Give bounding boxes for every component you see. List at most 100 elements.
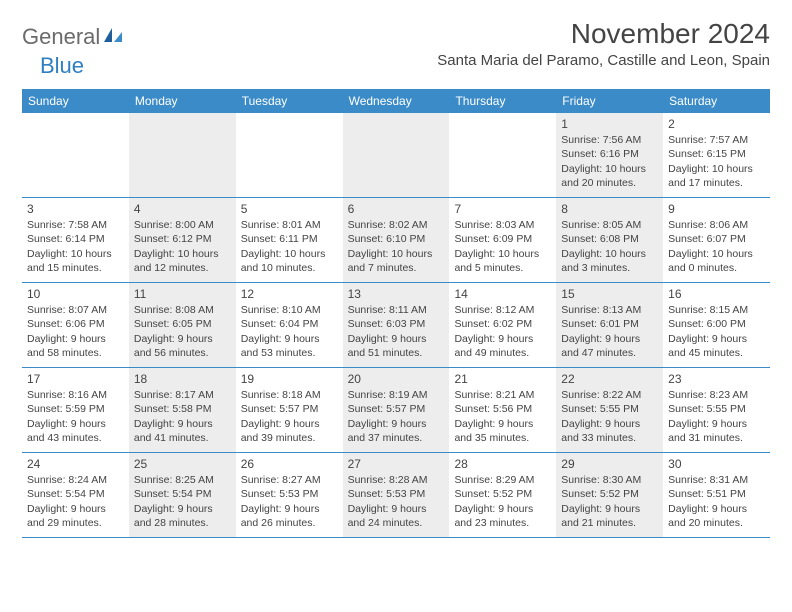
logo-text-blue: Blue (40, 53, 84, 79)
day-number: 13 (348, 286, 445, 302)
day-number: 4 (134, 201, 231, 217)
day-number: 16 (668, 286, 765, 302)
sunrise-text: Sunrise: 8:22 AM (561, 388, 658, 402)
day-cell: 12Sunrise: 8:10 AMSunset: 6:04 PMDayligh… (236, 283, 343, 367)
day-number: 8 (561, 201, 658, 217)
day-cell: 30Sunrise: 8:31 AMSunset: 5:51 PMDayligh… (663, 453, 770, 537)
sail-icon (102, 26, 124, 49)
daylight-text: Daylight: 9 hours and 33 minutes. (561, 417, 658, 445)
day-number: 1 (561, 116, 658, 132)
day-cell (22, 113, 129, 197)
sunrise-text: Sunrise: 7:56 AM (561, 133, 658, 147)
daylight-text: Daylight: 9 hours and 31 minutes. (668, 417, 765, 445)
daylight-text: Daylight: 10 hours and 3 minutes. (561, 247, 658, 275)
day-cell: 25Sunrise: 8:25 AMSunset: 5:54 PMDayligh… (129, 453, 236, 537)
daylight-text: Daylight: 10 hours and 20 minutes. (561, 162, 658, 190)
daylight-text: Daylight: 9 hours and 47 minutes. (561, 332, 658, 360)
day-cell: 21Sunrise: 8:21 AMSunset: 5:56 PMDayligh… (449, 368, 556, 452)
week-row: 24Sunrise: 8:24 AMSunset: 5:54 PMDayligh… (22, 453, 770, 538)
week-row: 10Sunrise: 8:07 AMSunset: 6:06 PMDayligh… (22, 283, 770, 368)
daylight-text: Daylight: 10 hours and 15 minutes. (27, 247, 124, 275)
day-cell: 16Sunrise: 8:15 AMSunset: 6:00 PMDayligh… (663, 283, 770, 367)
daylight-text: Daylight: 9 hours and 56 minutes. (134, 332, 231, 360)
weekday-thursday: Thursday (449, 89, 556, 113)
day-cell: 7Sunrise: 8:03 AMSunset: 6:09 PMDaylight… (449, 198, 556, 282)
sunrise-text: Sunrise: 8:11 AM (348, 303, 445, 317)
day-number: 30 (668, 456, 765, 472)
sunset-text: Sunset: 5:59 PM (27, 402, 124, 416)
daylight-text: Daylight: 9 hours and 58 minutes. (27, 332, 124, 360)
day-cell: 19Sunrise: 8:18 AMSunset: 5:57 PMDayligh… (236, 368, 343, 452)
sunset-text: Sunset: 5:55 PM (668, 402, 765, 416)
calendar: Sunday Monday Tuesday Wednesday Thursday… (22, 89, 770, 538)
sunset-text: Sunset: 6:16 PM (561, 147, 658, 161)
sunrise-text: Sunrise: 8:00 AM (134, 218, 231, 232)
sunrise-text: Sunrise: 8:17 AM (134, 388, 231, 402)
daylight-text: Daylight: 10 hours and 0 minutes. (668, 247, 765, 275)
logo: General (22, 24, 125, 50)
sunrise-text: Sunrise: 8:25 AM (134, 473, 231, 487)
sunset-text: Sunset: 6:01 PM (561, 317, 658, 331)
day-cell: 11Sunrise: 8:08 AMSunset: 6:05 PMDayligh… (129, 283, 236, 367)
sunrise-text: Sunrise: 8:07 AM (27, 303, 124, 317)
sunrise-text: Sunrise: 8:02 AM (348, 218, 445, 232)
sunrise-text: Sunrise: 7:57 AM (668, 133, 765, 147)
sunrise-text: Sunrise: 8:05 AM (561, 218, 658, 232)
weekday-friday: Friday (556, 89, 663, 113)
daylight-text: Daylight: 9 hours and 51 minutes. (348, 332, 445, 360)
sunrise-text: Sunrise: 8:31 AM (668, 473, 765, 487)
day-cell: 23Sunrise: 8:23 AMSunset: 5:55 PMDayligh… (663, 368, 770, 452)
daylight-text: Daylight: 9 hours and 21 minutes. (561, 502, 658, 530)
sunset-text: Sunset: 5:51 PM (668, 487, 765, 501)
day-number: 9 (668, 201, 765, 217)
sunset-text: Sunset: 6:00 PM (668, 317, 765, 331)
day-number: 17 (27, 371, 124, 387)
day-number: 29 (561, 456, 658, 472)
sunrise-text: Sunrise: 8:24 AM (27, 473, 124, 487)
weekday-wednesday: Wednesday (343, 89, 450, 113)
day-number: 6 (348, 201, 445, 217)
sunrise-text: Sunrise: 8:12 AM (454, 303, 551, 317)
day-number: 27 (348, 456, 445, 472)
day-number: 11 (134, 286, 231, 302)
day-cell: 6Sunrise: 8:02 AMSunset: 6:10 PMDaylight… (343, 198, 450, 282)
day-cell: 26Sunrise: 8:27 AMSunset: 5:53 PMDayligh… (236, 453, 343, 537)
daylight-text: Daylight: 9 hours and 24 minutes. (348, 502, 445, 530)
day-number: 18 (134, 371, 231, 387)
sunset-text: Sunset: 5:57 PM (348, 402, 445, 416)
sunrise-text: Sunrise: 8:23 AM (668, 388, 765, 402)
day-cell: 28Sunrise: 8:29 AMSunset: 5:52 PMDayligh… (449, 453, 556, 537)
day-number: 10 (27, 286, 124, 302)
daylight-text: Daylight: 9 hours and 39 minutes. (241, 417, 338, 445)
day-cell: 17Sunrise: 8:16 AMSunset: 5:59 PMDayligh… (22, 368, 129, 452)
day-cell (449, 113, 556, 197)
sunset-text: Sunset: 5:53 PM (348, 487, 445, 501)
daylight-text: Daylight: 9 hours and 23 minutes. (454, 502, 551, 530)
sunrise-text: Sunrise: 8:10 AM (241, 303, 338, 317)
day-number: 22 (561, 371, 658, 387)
weekday-sunday: Sunday (22, 89, 129, 113)
sunset-text: Sunset: 6:10 PM (348, 232, 445, 246)
week-row: 17Sunrise: 8:16 AMSunset: 5:59 PMDayligh… (22, 368, 770, 453)
day-cell: 22Sunrise: 8:22 AMSunset: 5:55 PMDayligh… (556, 368, 663, 452)
day-cell: 14Sunrise: 8:12 AMSunset: 6:02 PMDayligh… (449, 283, 556, 367)
daylight-text: Daylight: 9 hours and 41 minutes. (134, 417, 231, 445)
sunset-text: Sunset: 5:54 PM (134, 487, 231, 501)
daylight-text: Daylight: 10 hours and 7 minutes. (348, 247, 445, 275)
sunset-text: Sunset: 5:57 PM (241, 402, 338, 416)
title-block: November 2024 Santa Maria del Paramo, Ca… (437, 18, 770, 69)
day-cell: 13Sunrise: 8:11 AMSunset: 6:03 PMDayligh… (343, 283, 450, 367)
day-number: 19 (241, 371, 338, 387)
sunset-text: Sunset: 6:14 PM (27, 232, 124, 246)
location-text: Santa Maria del Paramo, Castille and Leo… (437, 52, 770, 69)
daylight-text: Daylight: 10 hours and 10 minutes. (241, 247, 338, 275)
sunset-text: Sunset: 5:58 PM (134, 402, 231, 416)
day-number: 3 (27, 201, 124, 217)
day-cell (129, 113, 236, 197)
sunrise-text: Sunrise: 7:58 AM (27, 218, 124, 232)
sunset-text: Sunset: 6:11 PM (241, 232, 338, 246)
logo-text-general: General (22, 24, 100, 50)
day-cell (343, 113, 450, 197)
day-cell: 10Sunrise: 8:07 AMSunset: 6:06 PMDayligh… (22, 283, 129, 367)
sunset-text: Sunset: 5:53 PM (241, 487, 338, 501)
